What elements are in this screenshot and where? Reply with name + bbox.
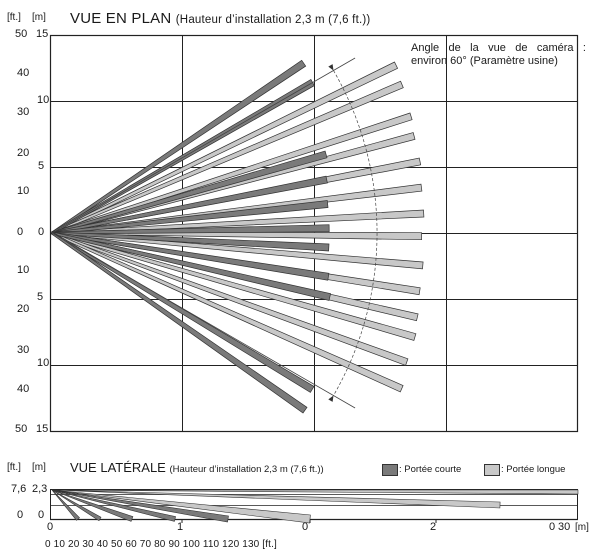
plan-ft-tick-20-top: 20 bbox=[17, 147, 30, 159]
plan-title: VUE EN PLAN (Hauteur d’installation 2,3 … bbox=[70, 11, 370, 27]
plan-unit-ft: [ft.] bbox=[7, 12, 21, 23]
fov-boundary-top bbox=[51, 57, 356, 234]
fov-arrow-bottom bbox=[328, 395, 334, 402]
side-m-tick-0: 0 bbox=[38, 509, 45, 521]
side-beam-short-2 bbox=[51, 489, 176, 522]
side-x-tick-0b: 0 bbox=[302, 521, 309, 533]
side-title: VUE LATÉRALE (Hauteur d’installation 2,3… bbox=[70, 461, 324, 475]
plan-ft-tick-20-bottom: 20 bbox=[17, 303, 30, 315]
fov-arrow-top bbox=[328, 64, 334, 71]
plan-ft-tick-40-bottom: 40 bbox=[17, 383, 30, 395]
plan-ft-tick-50-bottom: 50 bbox=[15, 423, 28, 435]
side-beam-long-mid bbox=[51, 489, 501, 509]
side-title-text: VUE LATÉRALE bbox=[70, 460, 166, 475]
side-unit-ft: [ft.] bbox=[7, 462, 21, 473]
plan-unit-m: [m] bbox=[32, 12, 46, 23]
plan-m-tick-0: 0 bbox=[38, 226, 45, 238]
plan-m-tick-5-bottom: 5 bbox=[37, 291, 44, 303]
angle-note: Angle de la vue de caméra : environ 60° … bbox=[411, 42, 586, 67]
side-ft-tick-7-6: 7,6 bbox=[11, 483, 27, 495]
legend-long-label: : Portée longue bbox=[501, 464, 566, 475]
side-beam-short-4 bbox=[51, 489, 102, 522]
side-beam-short-1 bbox=[51, 489, 229, 523]
side-x-tick-1: 1 bbox=[177, 521, 184, 533]
side-x-tick-0: 0 bbox=[47, 521, 54, 533]
legend-long-swatch bbox=[484, 464, 500, 476]
plan-ft-tick-30-top: 30 bbox=[17, 106, 30, 118]
plan-ft-tick-0: 0 bbox=[17, 226, 24, 238]
plan-ft-tick-10-bottom: 10 bbox=[17, 264, 30, 276]
plan-m-tick-15-bottom: 15 bbox=[36, 423, 49, 435]
side-subtitle: (Hauteur d’installation 2,3 m (7,6 ft.)) bbox=[169, 464, 324, 475]
plan-m-tick-5-top: 5 bbox=[38, 160, 45, 172]
plan-m-tick-10-top: 10 bbox=[37, 94, 50, 106]
legend-short-label: : Portée courte bbox=[399, 464, 462, 475]
plan-title-text: VUE EN PLAN bbox=[70, 10, 172, 27]
plan-m-tick-15-top: 15 bbox=[36, 28, 49, 40]
plan-ft-tick-50-top: 50 bbox=[15, 28, 28, 40]
side-x-tick-0c: 0 bbox=[549, 521, 556, 533]
side-x-tick-2: 2 bbox=[430, 521, 437, 533]
side-beam-long-far bbox=[51, 489, 579, 495]
legend-short-swatch bbox=[382, 464, 398, 476]
side-unit-m: [m] bbox=[32, 462, 46, 473]
plan-beams-short-range bbox=[50, 59, 332, 414]
fov-boundary-bottom bbox=[51, 232, 356, 409]
side-x-unit-m: [m] bbox=[575, 522, 589, 533]
plan-ft-tick-10-top: 10 bbox=[17, 185, 30, 197]
side-x-tick-30: 30 bbox=[558, 521, 571, 533]
side-x-ft-scale: 0 10 20 30 40 50 60 70 80 90 100 110 120… bbox=[45, 539, 277, 550]
plan-subtitle: (Hauteur d’installation 2,3 m (7,6 ft.)) bbox=[175, 14, 371, 26]
fov-angle-arc bbox=[333, 70, 378, 396]
side-beams bbox=[51, 489, 579, 524]
side-beam-short-3 bbox=[51, 489, 134, 522]
side-beam-short-5 bbox=[51, 489, 80, 521]
side-beam-long-near bbox=[51, 489, 311, 524]
side-m-tick-2-3: 2,3 bbox=[32, 483, 48, 495]
plan-m-tick-10-bottom: 10 bbox=[37, 357, 50, 369]
plan-fov-angle bbox=[51, 57, 378, 409]
plan-ft-tick-30-bottom: 30 bbox=[17, 344, 30, 356]
plan-ft-tick-40-top: 40 bbox=[17, 67, 30, 79]
plan-view-diagram bbox=[49, 34, 579, 433]
side-ft-tick-0: 0 bbox=[17, 509, 24, 521]
